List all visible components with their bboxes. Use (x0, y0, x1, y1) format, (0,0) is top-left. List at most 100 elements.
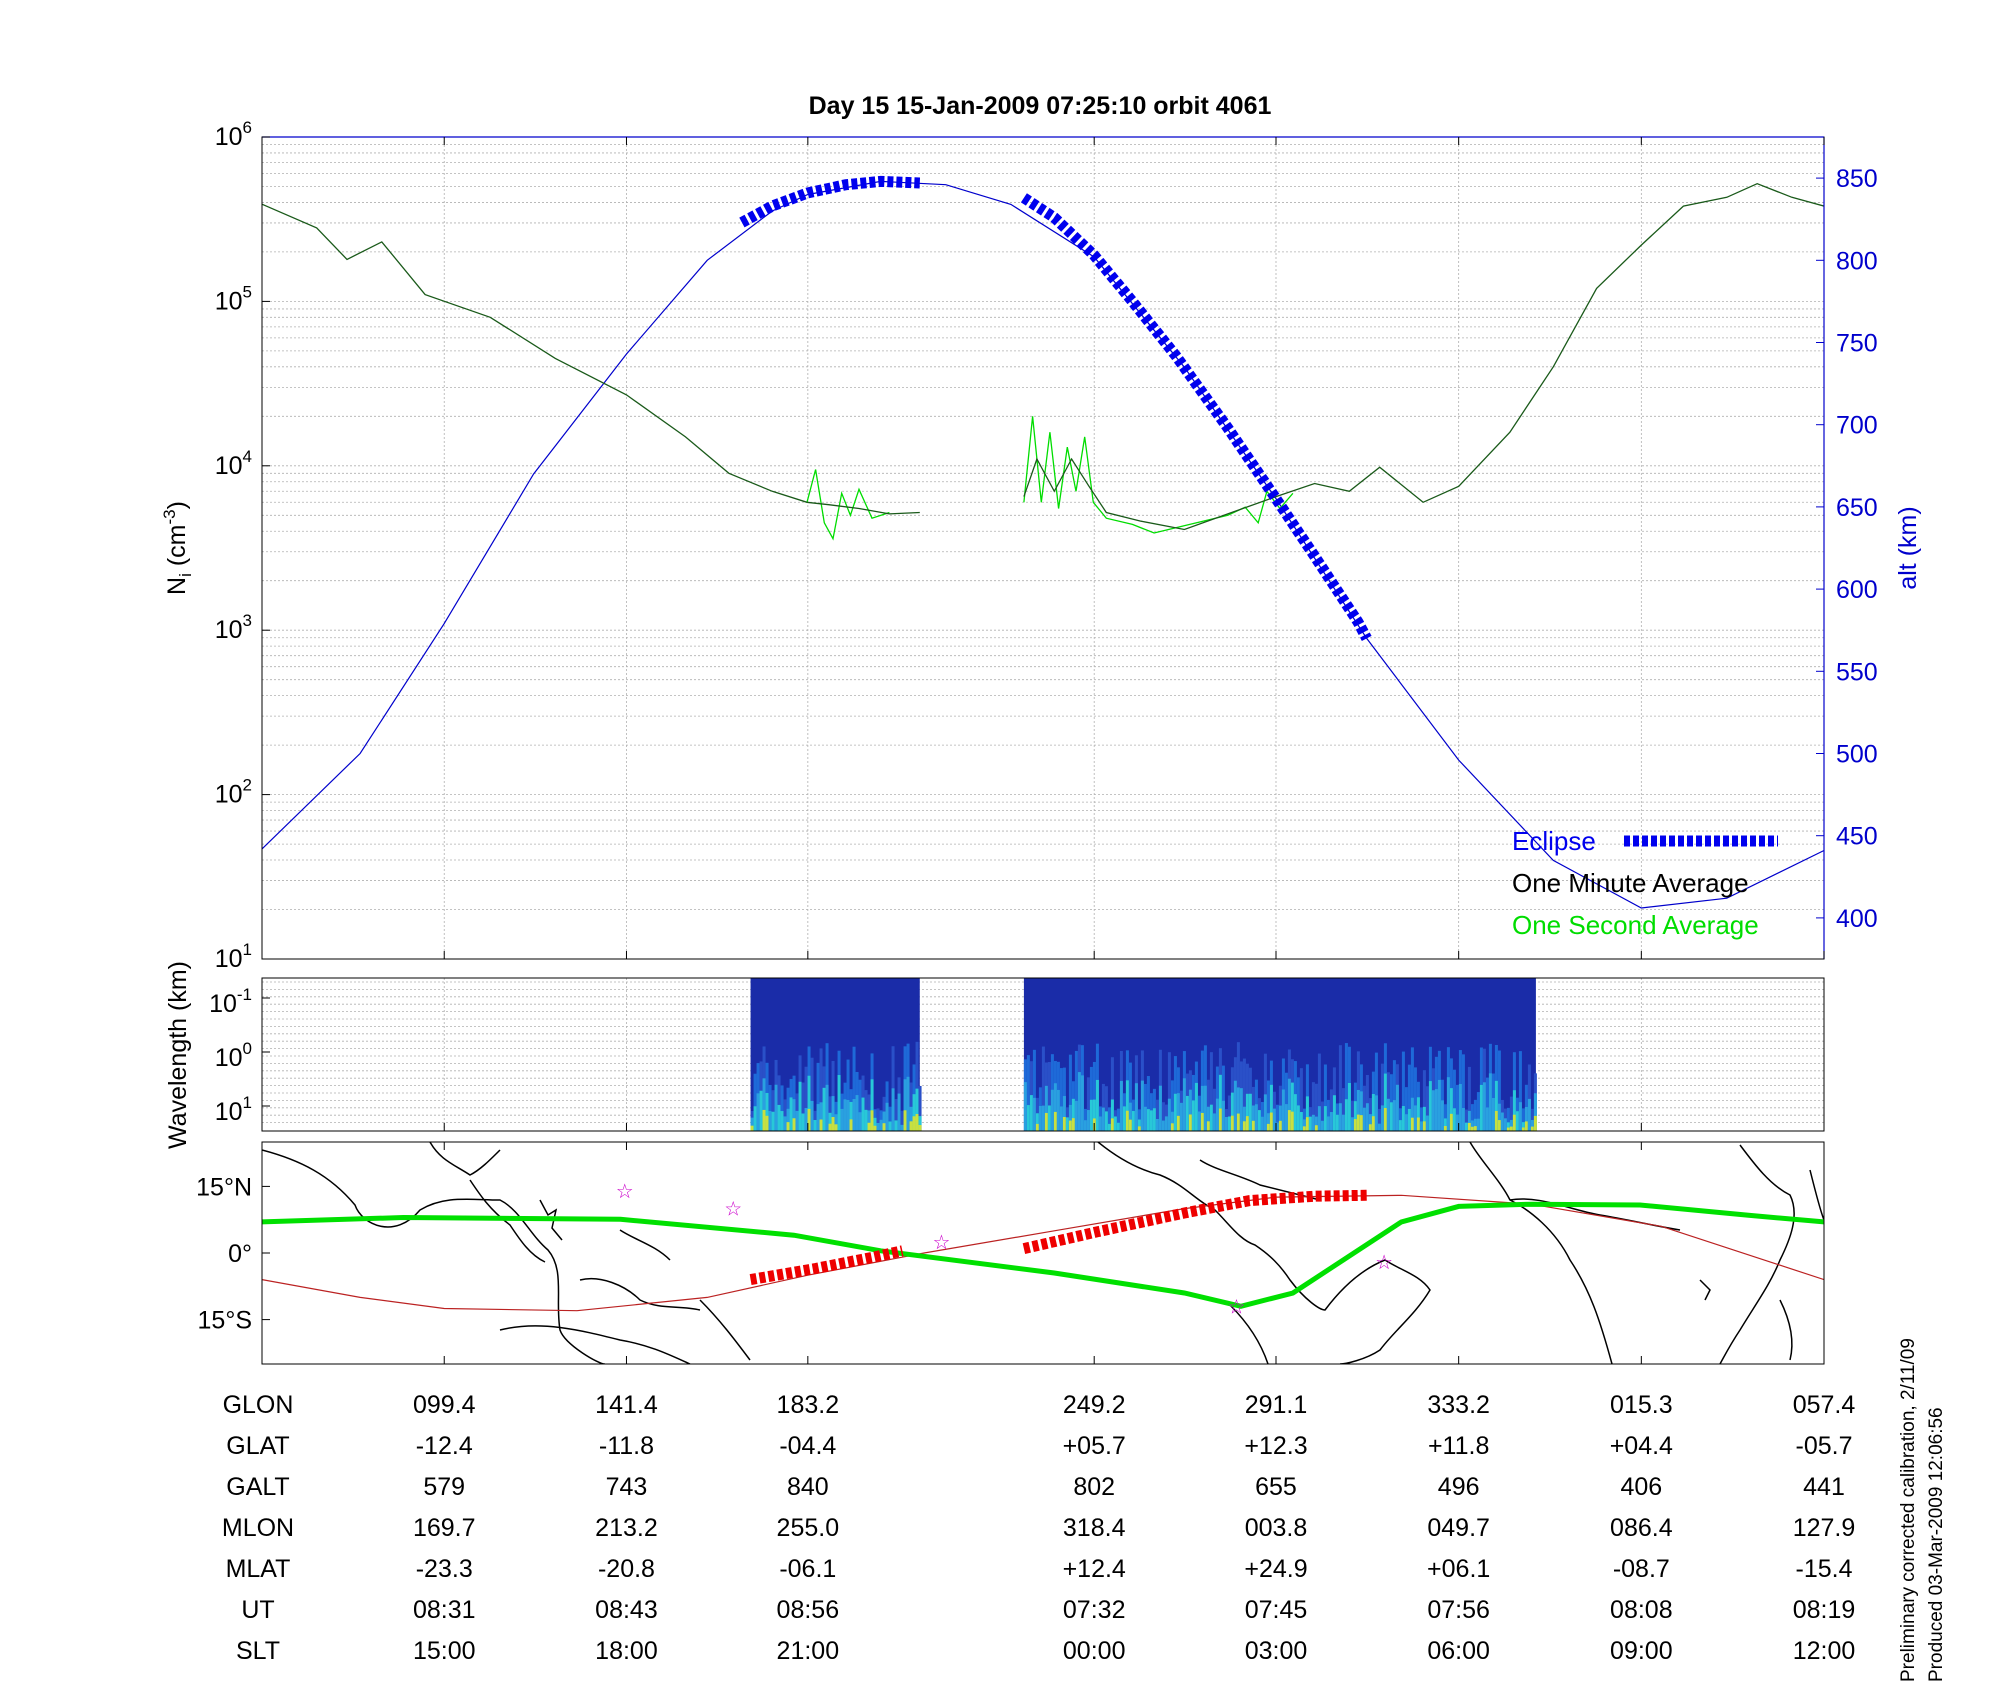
table-cell: +04.4 (1610, 1432, 1673, 1460)
table-cell: 086.4 (1610, 1514, 1673, 1542)
table-cell: +12.3 (1244, 1432, 1307, 1460)
map-tick-label: 15°S (198, 1307, 252, 1335)
spectrogram-y-ticks: 10-1 100 101 (209, 985, 1825, 1131)
spectrogram-y-label: Wavelength (km) (164, 961, 192, 1149)
density-grid (262, 137, 1825, 960)
legend: Eclipse One Minute Average One Second Av… (1512, 826, 1778, 940)
spectrogram-blocks (750, 978, 1537, 1131)
table-cell: 09:00 (1610, 1637, 1673, 1665)
table-cell: 08:56 (777, 1596, 840, 1624)
table-cell: 840 (787, 1473, 829, 1501)
table-row-label: GLAT (226, 1432, 289, 1460)
table-cell: +06.1 (1427, 1555, 1490, 1583)
spectrogram-tick-label: 10-1 (209, 985, 252, 1018)
table-row-label: SLT (236, 1637, 280, 1665)
table-cell: 318.4 (1063, 1514, 1126, 1542)
table-row-label: GLON (223, 1391, 294, 1419)
star-marker: ☆ (933, 1232, 951, 1254)
chart-title: Day 15 15-Jan-2009 07:25:10 orbit 4061 (809, 92, 1272, 120)
map-tick-label: 15°N (196, 1173, 252, 1201)
altitude-tick-label: 750 (1836, 330, 1878, 358)
altitude-tick-label: 800 (1836, 247, 1878, 275)
table-cell: 406 (1620, 1473, 1662, 1501)
altitude-y-label: alt (km) (1894, 506, 1922, 589)
map-y-ticks: 15°N 0° 15°S (196, 1173, 270, 1335)
table-cell: 15:00 (413, 1637, 476, 1665)
density-y-label: Ni (cm-3) (160, 501, 195, 595)
eclipse-track (749, 1189, 1367, 1286)
table-cell: 08:43 (595, 1596, 658, 1624)
one-minute-segment (262, 203, 920, 515)
density-y-ticks: 101 102 103 104 105 106 (215, 118, 1825, 973)
table-row-label: UT (241, 1596, 274, 1624)
star-marker: ☆ (1375, 1252, 1393, 1274)
table-cell: 057.4 (1793, 1391, 1856, 1419)
table-cell: 441 (1803, 1473, 1845, 1501)
altitude-tick-label: 700 (1836, 412, 1878, 440)
legend-eclipse-label: Eclipse (1512, 826, 1596, 856)
legend-one-second-label: One Second Average (1512, 910, 1759, 940)
spectrogram-tick-label: 101 (215, 1093, 252, 1126)
table-cell: 08:19 (1793, 1596, 1856, 1624)
table-cell: 743 (606, 1473, 648, 1501)
altitude-tick-label: 850 (1836, 165, 1878, 193)
table-cell: 141.4 (595, 1391, 658, 1419)
table-cell: +24.9 (1244, 1555, 1307, 1583)
produced-note: Produced 03-Mar-2009 12:06:56 (1926, 1407, 1947, 1682)
table-cell: 169.7 (413, 1514, 476, 1542)
eclipse-track-segment (1022, 1189, 1367, 1254)
altitude-y-ticks: 400 450 500 550 600 650 700 750 800 850 (1816, 165, 1878, 933)
table-cell: 06:00 (1427, 1637, 1490, 1665)
eclipse-line (739, 175, 1372, 641)
eclipse-track-segment (749, 1245, 904, 1286)
spectrogram-segment (1023, 978, 1537, 1131)
table-cell: 127.9 (1793, 1514, 1856, 1542)
table-cell: 07:56 (1427, 1596, 1490, 1624)
orbit-table: GLON 099.4 141.4 183.2 249.2 291.1 333.2 015.3 0… (222, 1391, 1855, 1665)
calibration-note: Preliminary corrected calibration, 2/11/… (1898, 1338, 1919, 1682)
table-cell: 03:00 (1245, 1637, 1308, 1665)
table-cell: 333.2 (1427, 1391, 1490, 1419)
table-cell: +05.7 (1063, 1432, 1126, 1460)
table-cell: 579 (423, 1473, 465, 1501)
altitude-tick-label: 500 (1836, 741, 1878, 769)
altitude-tick-label: 450 (1836, 823, 1878, 851)
table-cell: -08.7 (1613, 1555, 1670, 1583)
table-row-label: MLAT (226, 1555, 291, 1583)
map-x-ticks (443, 1142, 1825, 1364)
table-cell: 255.0 (777, 1514, 840, 1542)
table-cell: +12.4 (1063, 1555, 1126, 1583)
table-cell: 291.1 (1245, 1391, 1308, 1419)
density-tick-label: 104 (215, 447, 252, 480)
star-marker: ☆ (724, 1199, 742, 1221)
table-cell: -15.4 (1796, 1555, 1853, 1583)
legend-one-minute-label: One Minute Average (1512, 868, 1749, 898)
table-cell: -06.1 (779, 1555, 836, 1583)
table-cell: -12.4 (416, 1432, 473, 1460)
table-cell: -23.3 (416, 1555, 473, 1583)
spectrogram-tick-label: 100 (215, 1039, 252, 1072)
table-cell: -11.8 (599, 1432, 654, 1460)
table-row-label: MLON (222, 1514, 294, 1542)
coastlines (262, 1142, 1824, 1364)
table-cell: 07:45 (1245, 1596, 1308, 1624)
altitude-tick-label: 650 (1836, 494, 1878, 522)
table-cell: 003.8 (1245, 1514, 1308, 1542)
table-cell: -05.7 (1796, 1432, 1853, 1460)
density-tick-label: 106 (215, 118, 252, 151)
table-cell: 802 (1073, 1473, 1115, 1501)
spectrogram-panel: 10-1 100 101 Wavelength (km) (164, 961, 1825, 1149)
table-cell: 21:00 (777, 1637, 840, 1665)
table-cell: 183.2 (777, 1391, 840, 1419)
one-second-lines (806, 416, 1294, 541)
star-marker: ☆ (1228, 1296, 1246, 1318)
table-cell: 00:00 (1063, 1637, 1126, 1665)
altitude-tick-label: 400 (1836, 905, 1878, 933)
table-row-label: GALT (226, 1473, 289, 1501)
table-cell: 655 (1255, 1473, 1297, 1501)
table-cell: 099.4 (413, 1391, 476, 1419)
density-tick-label: 101 (215, 940, 252, 973)
table-cell: -20.8 (598, 1555, 655, 1583)
one-second-segment (1023, 416, 1294, 534)
